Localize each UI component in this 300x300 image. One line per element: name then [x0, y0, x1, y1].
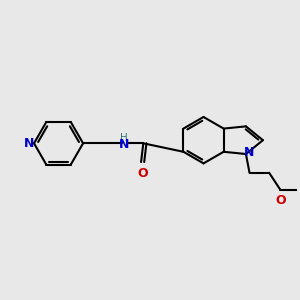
Text: N: N — [118, 138, 129, 151]
Text: N: N — [24, 137, 35, 150]
Text: H: H — [120, 133, 128, 142]
Text: N: N — [244, 146, 254, 159]
Text: O: O — [275, 194, 286, 207]
Text: O: O — [137, 167, 148, 179]
